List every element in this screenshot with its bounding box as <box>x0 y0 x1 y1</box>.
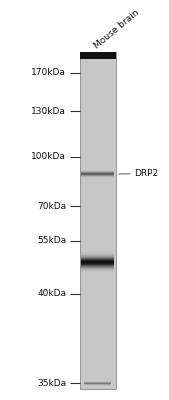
Text: 100kDa: 100kDa <box>31 152 66 161</box>
Text: 70kDa: 70kDa <box>37 202 66 211</box>
Text: Mouse brain: Mouse brain <box>92 8 140 50</box>
Bar <box>79 52 116 389</box>
Text: 35kDa: 35kDa <box>37 379 66 388</box>
Text: 170kDa: 170kDa <box>31 68 66 78</box>
Bar <box>79 52 116 59</box>
Text: 55kDa: 55kDa <box>37 236 66 245</box>
Text: DRP2: DRP2 <box>134 170 159 178</box>
Text: 130kDa: 130kDa <box>31 106 66 116</box>
Text: 40kDa: 40kDa <box>37 289 66 298</box>
